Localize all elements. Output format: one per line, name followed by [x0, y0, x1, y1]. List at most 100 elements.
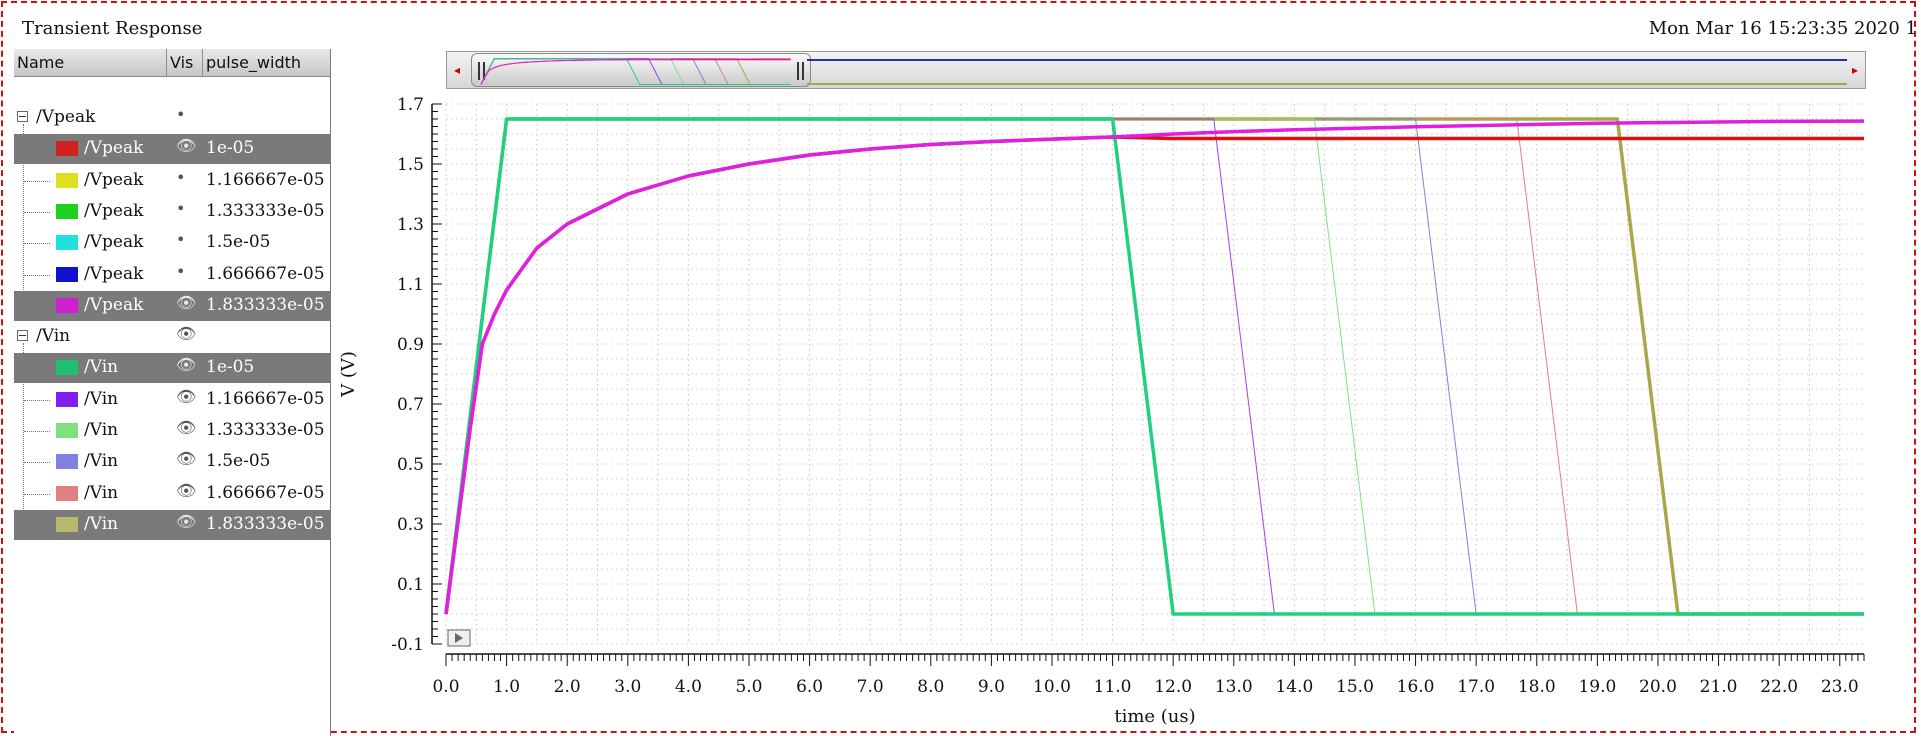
- x-tick-label: 20.0: [1639, 677, 1677, 697]
- trace-color-swatch: [56, 485, 78, 501]
- dot-icon[interactable]: •: [176, 198, 186, 218]
- y-tick-label: 1.3: [397, 215, 424, 235]
- eye-icon[interactable]: 👁: [176, 418, 197, 437]
- dot-icon[interactable]: •: [176, 261, 186, 281]
- tree-connector: [24, 493, 50, 495]
- dot-icon[interactable]: •: [176, 105, 186, 124]
- eye-icon[interactable]: 👁: [176, 511, 197, 531]
- trace-param-value: 1.5e-05: [206, 232, 271, 253]
- x-tick-label: 9.0: [978, 677, 1005, 697]
- legend-trace-row[interactable]: /Vpeak • 1.333333e-05: [14, 197, 330, 227]
- scroll-right-button[interactable]: ▸: [1851, 63, 1859, 77]
- x-tick-label: 17.0: [1457, 677, 1495, 697]
- tree-connector: [24, 149, 50, 151]
- column-header-param[interactable]: pulse_width: [206, 53, 302, 72]
- legend-group-row[interactable]: /Vpeak •: [14, 103, 330, 133]
- legend-group-row[interactable]: /Vin 👁: [14, 322, 330, 352]
- y-tick-label: -0.1: [391, 635, 424, 655]
- x-tick-label: 4.0: [675, 677, 702, 697]
- legend-trace-row[interactable]: /Vin 👁 1.5e-05: [14, 447, 330, 477]
- column-header-name[interactable]: Name: [17, 53, 65, 72]
- x-tick-label: 22.0: [1760, 677, 1798, 697]
- trace-label: /Vin: [84, 388, 119, 409]
- collapse-toggle-icon[interactable]: [17, 111, 28, 122]
- tree-connector: [24, 243, 50, 245]
- scroll-left-button[interactable]: ◂: [453, 63, 461, 77]
- x-axis-title: time (us): [1114, 706, 1195, 727]
- trace-param-value: 1.333333e-05: [206, 420, 325, 440]
- scroll-left-grip[interactable]: [478, 62, 485, 80]
- trace-color-swatch: [56, 297, 78, 313]
- trace-color-swatch: [56, 235, 78, 251]
- trace-label: /Vin: [84, 513, 119, 534]
- legend-header: Name Vis pulse_width: [14, 49, 330, 77]
- eye-icon[interactable]: 👁: [176, 386, 197, 406]
- y-tick-label: 1.7: [397, 95, 424, 115]
- trace-label: /Vpeak: [84, 232, 144, 253]
- x-tick-label: 10.0: [1033, 677, 1071, 697]
- eye-icon[interactable]: 👁: [176, 355, 197, 375]
- legend-trace-row[interactable]: /Vin 👁 1.666667e-05: [14, 479, 330, 509]
- trace-param-value: 1.166667e-05: [206, 169, 325, 190]
- trace-label: /Vin: [84, 357, 119, 378]
- legend-trace-row[interactable]: /Vin 👁 1.833333e-05: [14, 509, 330, 540]
- trace-color-swatch: [56, 391, 78, 407]
- y-tick-label: 1.1: [397, 275, 424, 295]
- tree-connector: [24, 431, 50, 432]
- trace-param-value: 1e-05: [206, 357, 255, 378]
- trace-param-value: 1.166667e-05: [206, 388, 325, 409]
- trace-label: /Vin: [84, 451, 119, 472]
- play-icon[interactable]: [455, 633, 463, 643]
- legend-trace-row[interactable]: /Vin 👁 1e-05: [14, 353, 330, 384]
- eye-icon[interactable]: 👁: [176, 449, 197, 469]
- x-tick-label: 12.0: [1154, 677, 1192, 697]
- eye-icon[interactable]: 👁: [176, 292, 197, 312]
- trace-color-swatch: [56, 360, 78, 376]
- dot-icon[interactable]: •: [176, 167, 186, 187]
- x-scrollbar[interactable]: ◂ ▸: [446, 51, 1866, 89]
- legend-trace-row[interactable]: /Vpeak • 1.5e-05: [14, 228, 330, 258]
- tree-connector: [24, 180, 50, 182]
- legend-trace-row[interactable]: /Vpeak 👁 1e-05: [14, 134, 330, 165]
- tree-connector: [23, 343, 24, 525]
- y-tick-label: 0.9: [397, 335, 424, 355]
- trace-param-value: 1.333333e-05: [206, 200, 325, 221]
- group-label: /Vpeak: [36, 107, 96, 127]
- collapse-toggle-icon[interactable]: [17, 330, 28, 342]
- legend-trace-row[interactable]: /Vin 👁 1.166667e-05: [14, 385, 330, 415]
- trace-color-swatch: [56, 172, 78, 188]
- eye-icon[interactable]: 👁: [176, 136, 197, 156]
- header-separator[interactable]: [202, 49, 203, 76]
- legend-trace-row[interactable]: /Vin 👁 1.333333e-05: [14, 416, 330, 446]
- x-tick-label: 0.0: [432, 677, 459, 697]
- eye-icon[interactable]: 👁: [176, 480, 197, 500]
- x-tick-label: 8.0: [917, 677, 944, 697]
- trace-label: /Vpeak: [84, 200, 144, 221]
- x-tick-label: 18.0: [1518, 677, 1556, 697]
- header-separator[interactable]: [166, 49, 167, 76]
- trace-label: /Vpeak: [84, 294, 144, 315]
- x-tick-label: 7.0: [857, 677, 884, 697]
- x-tick-label: 3.0: [614, 677, 641, 697]
- timestamp: Mon Mar 16 15:23:35 2020 1: [1648, 18, 1917, 39]
- y-tick-label: 0.1: [397, 575, 424, 595]
- tree-connector: [24, 211, 50, 213]
- trace-color-swatch: [56, 266, 78, 282]
- scroll-right-grip[interactable]: [797, 62, 804, 80]
- column-header-vis[interactable]: Vis: [170, 53, 194, 72]
- legend-trace-row[interactable]: /Vpeak • 1.666667e-05: [14, 260, 330, 290]
- trace-color-swatch: [56, 141, 78, 157]
- legend-panel: Name Vis pulse_width /Vpeak • /Vpeak 👁 1e-05…: [14, 49, 331, 736]
- tree-connector: [24, 524, 50, 526]
- trace-param-value: 1e-05: [206, 138, 255, 159]
- trace-param-value: 1.666667e-05: [206, 263, 325, 284]
- dot-icon[interactable]: •: [176, 230, 186, 250]
- x-tick-label: 13.0: [1215, 677, 1253, 697]
- overview-series-line: [480, 58, 791, 85]
- eye-icon[interactable]: 👁: [176, 324, 197, 344]
- legend-trace-row[interactable]: /Vpeak • 1.166667e-05: [14, 166, 330, 196]
- legend-trace-row[interactable]: /Vpeak 👁 1.833333e-05: [14, 290, 330, 321]
- trace-label: /Vpeak: [84, 169, 144, 190]
